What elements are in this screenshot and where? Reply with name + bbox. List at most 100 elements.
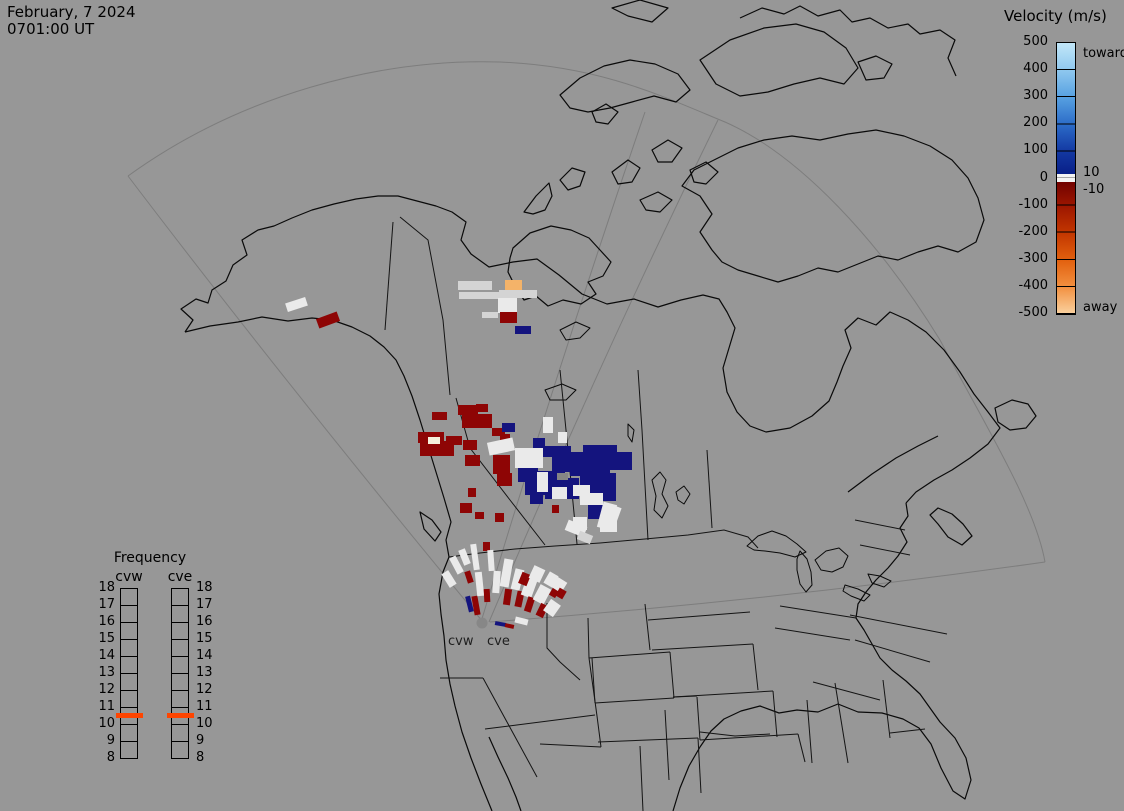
radar-fov-lines xyxy=(127,61,1046,623)
frequency-tick-label: 8 xyxy=(196,750,205,765)
radar-echo-cell xyxy=(596,501,618,531)
zero-upper-label: 10 xyxy=(1083,165,1100,180)
pacific-coast xyxy=(184,316,493,811)
radar-echo-cell xyxy=(460,503,472,513)
great-slave-lake xyxy=(544,383,577,401)
radar-echo-cell xyxy=(551,576,568,594)
velocity-tick-label: -100 xyxy=(1018,196,1048,212)
nova-scotia xyxy=(929,507,973,546)
radar-echo-cell xyxy=(493,455,510,474)
frequency-tick-label: 18 xyxy=(196,580,213,595)
velocity-tick-label: 500 xyxy=(1023,34,1048,49)
frequency-tick-label: 8 xyxy=(106,750,115,765)
radar-echo-cell xyxy=(487,549,495,572)
vancouver-island xyxy=(419,511,442,542)
frequency-tick-label: 10 xyxy=(98,716,115,731)
radar-echo-cell xyxy=(458,405,478,415)
frequency-tick-label: 12 xyxy=(196,682,213,697)
ellesmere-island xyxy=(559,59,691,113)
velocity-tick-label: 200 xyxy=(1023,115,1048,131)
radar-echo-cell xyxy=(459,292,499,299)
radar-echo-cell xyxy=(543,417,553,433)
frequency-tick-label: 16 xyxy=(196,614,213,629)
radar-echo-cell xyxy=(474,571,485,597)
frequency-tick-label: 12 xyxy=(98,682,115,697)
timestamp-date: February, 7 2024 xyxy=(7,3,136,21)
radar-echo-cell xyxy=(441,570,457,588)
frequency-tick-label: 15 xyxy=(196,631,213,646)
radar-echo-cell xyxy=(420,441,454,456)
radar-echo-cell xyxy=(462,414,492,428)
frequency-tick-label: 10 xyxy=(196,716,213,731)
radar-echo-cell xyxy=(535,602,549,619)
radar-echo-cell xyxy=(315,311,341,329)
radar-echo-cell xyxy=(285,296,308,313)
radar-echo-cell xyxy=(543,598,561,618)
frequency-marker-cvw xyxy=(116,713,143,718)
frequency-tick-label: 13 xyxy=(196,665,213,680)
radar-echo-cell xyxy=(533,438,545,448)
radar-echo-cell xyxy=(518,571,531,587)
frequency-bar-cve xyxy=(171,588,189,759)
frequency-tick-label: 13 xyxy=(98,665,115,680)
radar-echo-cell xyxy=(470,543,480,571)
radar-echo-cell xyxy=(515,326,531,334)
frequency-tick-label: 18 xyxy=(98,580,115,595)
frequency-tick-label: 17 xyxy=(196,597,213,612)
radar-echo-cell xyxy=(543,446,571,457)
radar-echo-cell xyxy=(482,312,498,318)
map-site-label-cve: cve xyxy=(487,634,510,649)
radar-echo-cell xyxy=(499,290,537,298)
radar-echo-cell xyxy=(432,412,447,420)
velocity-legend-title: Velocity (m/s) xyxy=(1004,7,1107,25)
frequency-tick-label: 9 xyxy=(106,733,115,748)
political-borders xyxy=(384,216,948,811)
velocity-tick-label: -500 xyxy=(1018,305,1048,320)
baffin-island xyxy=(681,129,985,283)
radar-echo-cell xyxy=(465,455,480,466)
radar-echo-cell xyxy=(475,512,484,519)
velocity-zero-band xyxy=(1057,174,1075,182)
velocity-tick-label: -400 xyxy=(1018,277,1048,293)
velocity-tick-label: 300 xyxy=(1023,88,1048,104)
radar-echo-cell xyxy=(476,404,488,412)
radar-echo-cell xyxy=(570,463,610,476)
lake-ontario xyxy=(867,573,892,588)
lake-michigan xyxy=(796,550,813,593)
toward-label: toward xyxy=(1083,46,1124,61)
radar-echo-cell xyxy=(494,621,507,627)
lake-manitoba xyxy=(675,485,691,505)
radar-echo-cell xyxy=(528,565,546,583)
frequency-tick-label: 17 xyxy=(98,597,115,612)
radar-echo-cell xyxy=(532,584,552,605)
radar-echo-cell xyxy=(557,473,568,480)
radar-echo-cell xyxy=(486,437,516,456)
radar-echo-cell xyxy=(492,570,501,594)
radar-echo-cell xyxy=(576,530,594,545)
us-canada-border xyxy=(448,529,759,558)
radar-echo-cell xyxy=(492,428,505,436)
radar-echo-cell xyxy=(446,436,462,445)
arctic-island xyxy=(611,0,669,23)
frequency-legend-title: Frequency xyxy=(113,550,187,566)
arctic-island xyxy=(639,191,673,213)
radar-echo-cell xyxy=(558,432,567,443)
radar-echo-cell xyxy=(500,434,510,440)
radar-echo-cell xyxy=(580,493,603,505)
away-label: away xyxy=(1083,300,1118,315)
radar-echo-cell xyxy=(505,280,522,290)
radar-echo-cells xyxy=(285,280,632,629)
map-site-label-cvw: cvw xyxy=(448,634,474,649)
radar-echo-cell xyxy=(483,542,490,551)
radar-echo-cell xyxy=(497,473,512,486)
atlantic-gulf-coast xyxy=(672,502,972,811)
radar-echo-cell xyxy=(552,487,567,499)
lake-superior xyxy=(746,530,807,558)
frequency-bar-cvw xyxy=(120,588,138,759)
radar-echo-cell xyxy=(458,281,492,290)
radar-echo-cell xyxy=(552,505,559,513)
radar-echo-cell xyxy=(471,595,481,616)
radar-echo-cell xyxy=(510,568,525,591)
frequency-marker-cve xyxy=(167,713,194,718)
